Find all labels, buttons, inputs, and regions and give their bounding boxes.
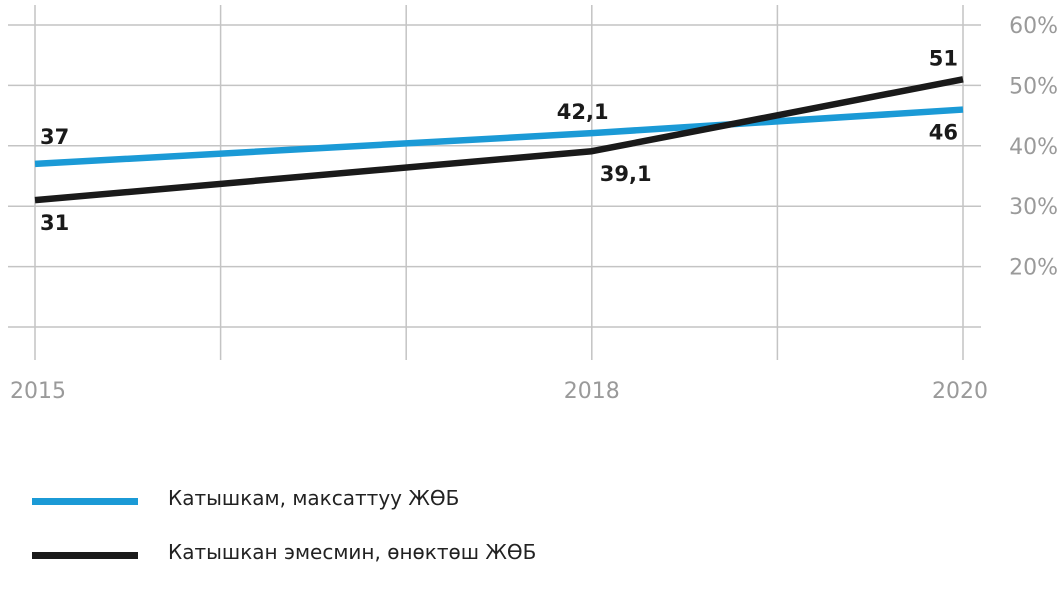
y-tick-label: 50% [1009, 74, 1058, 99]
data-labels: 37 42,1 46 31 39,1 51 [40, 46, 958, 235]
y-tick-label: 60% [1009, 14, 1058, 39]
y-tick-label: 20% [1009, 256, 1058, 281]
legend-label-partner: Катышкан эмесмин, өнөктөш ЖӨБ [168, 540, 537, 564]
x-tick-label: 2015 [10, 379, 66, 404]
x-tick-label: 2020 [932, 379, 988, 404]
data-label: 51 [929, 46, 958, 70]
data-label: 46 [929, 121, 958, 145]
data-label: 39,1 [600, 162, 652, 186]
y-tick-label: 40% [1009, 135, 1058, 160]
legend-swatch-partner [32, 552, 138, 559]
grid [8, 5, 981, 360]
line-chart: 20% 30% 40% 50% 60% 2015 2018 2020 37 42,1 46 31 39… [8, 5, 1058, 404]
axis-labels: 20% 30% 40% 50% 60% 2015 2018 2020 [10, 14, 1058, 404]
data-label: 42,1 [557, 100, 609, 124]
legend-label-targeted: Катышкам, максаттуу ЖӨБ [168, 486, 460, 510]
series-line-1 [34, 106, 964, 168]
legend-swatch-targeted [32, 498, 138, 505]
y-tick-label: 30% [1009, 195, 1058, 220]
series-lines [34, 76, 964, 204]
x-tick-label: 2018 [564, 379, 620, 404]
data-label: 37 [40, 125, 69, 149]
series-line-2 [34, 76, 964, 204]
data-label: 31 [40, 211, 69, 235]
